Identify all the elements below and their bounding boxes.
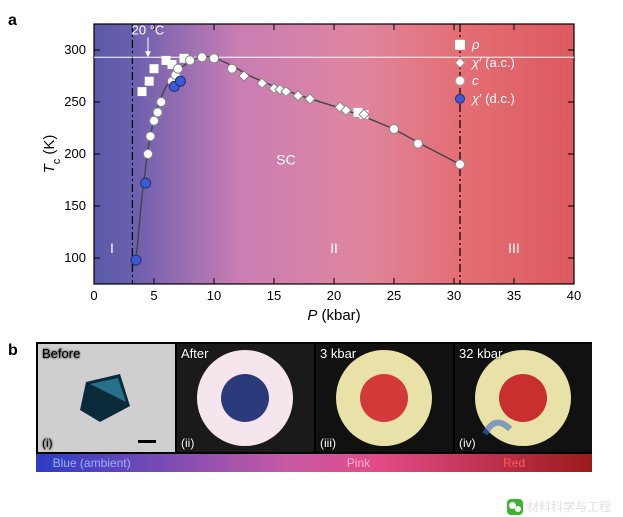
svg-text:100: 100 (64, 250, 86, 265)
thumb-roman: (i) (42, 436, 53, 450)
svg-text:ρ: ρ (471, 37, 480, 52)
panel-b: b Before (i) After (ii) 3 kbar (iii) 32 kbar (i… (8, 342, 615, 472)
svg-text:15: 15 (267, 288, 281, 303)
svg-text:300: 300 (64, 42, 86, 57)
thumb-label: Before (42, 346, 80, 361)
watermark-text: 材料科学与工程 (527, 498, 611, 515)
svg-text:200: 200 (64, 146, 86, 161)
svg-text:25: 25 (387, 288, 401, 303)
thumbnail-4: 32 kbar (iv) (455, 344, 592, 452)
svg-text:5: 5 (150, 288, 157, 303)
chart-container: 0 5 10 15 20 25 30 35 40 100 150 200 250 300 P (kbar) T… (36, 12, 615, 332)
svg-text:III: III (508, 240, 520, 256)
svg-text:150: 150 (64, 198, 86, 213)
thumb-label: 3 kbar (320, 346, 356, 361)
phase-diagram-chart: 0 5 10 15 20 25 30 35 40 100 150 200 250 300 P (kbar) T… (36, 12, 596, 332)
thumb-label: After (181, 346, 208, 361)
svg-text:Pink: Pink (347, 456, 371, 470)
thumb-roman: (iv) (459, 436, 476, 450)
thumbnail-row: Before (i) After (ii) 3 kbar (iii) 32 kbar (iv) (36, 342, 592, 454)
svg-text:250: 250 (64, 94, 86, 109)
thumbnail-1: Before (i) (38, 344, 175, 452)
color-bar: Blue (ambient) Pink Red (36, 454, 592, 472)
watermark: 材料科学与工程 (507, 498, 611, 515)
svg-text:Red: Red (503, 456, 525, 470)
panel-b-label: b (8, 342, 18, 360)
panel-a-label: a (8, 12, 17, 30)
svg-text:0: 0 (90, 288, 97, 303)
panel-a: a 0 5 10 15 20 25 30 35 40 100 150 200 250 300 P (kbar… (8, 12, 615, 332)
svg-text:χ′ (a.c.): χ′ (a.c.) (471, 55, 515, 70)
svg-text:Blue (ambient): Blue (ambient) (53, 456, 131, 470)
svg-text:Tc (K): Tc (K) (41, 135, 63, 174)
thumbnail-2: After (ii) (177, 344, 314, 452)
svg-text:20 °C: 20 °C (132, 22, 165, 37)
thumb-roman: (ii) (181, 436, 194, 450)
svg-text:χ′ (d.c.): χ′ (d.c.) (471, 91, 515, 106)
svg-text:35: 35 (507, 288, 521, 303)
svg-text:P (kbar): P (kbar) (307, 307, 360, 324)
svg-text:10: 10 (207, 288, 221, 303)
svg-text:SC: SC (276, 151, 295, 167)
wechat-icon (507, 499, 523, 515)
svg-text:20: 20 (327, 288, 341, 303)
thumbnail-3: 3 kbar (iii) (316, 344, 453, 452)
svg-text:II: II (330, 240, 338, 256)
svg-text:I: I (110, 240, 114, 256)
svg-text:30: 30 (447, 288, 461, 303)
svg-text:40: 40 (567, 288, 581, 303)
thumb-roman: (iii) (320, 436, 336, 450)
svg-text:c: c (472, 73, 479, 88)
thumb-label: 32 kbar (459, 346, 502, 361)
